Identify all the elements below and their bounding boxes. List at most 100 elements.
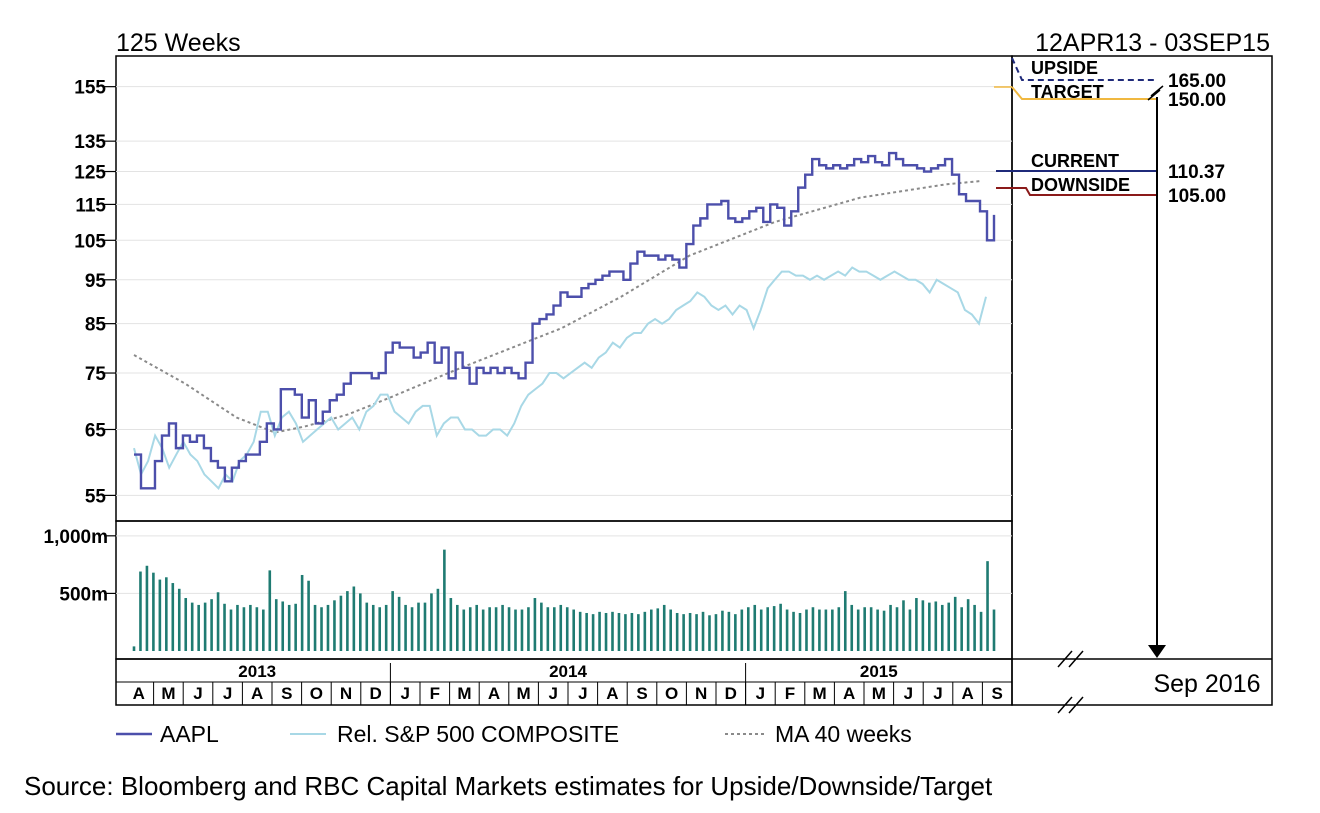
- upside-level-line: [1011, 57, 1157, 81]
- volume-tick-label: 500m: [59, 584, 108, 605]
- volume-bar: [578, 611, 582, 651]
- volume-bar: [346, 591, 349, 651]
- volume-bar: [656, 608, 660, 651]
- volume-bar: [637, 614, 640, 651]
- volume-bar: [313, 604, 317, 651]
- level-label: UPSIDE: [1031, 58, 1098, 78]
- volume-bar: [514, 609, 517, 651]
- volume-bar: [915, 598, 918, 651]
- volume-bar: [675, 612, 679, 651]
- volume-bar: [753, 604, 757, 651]
- volume-bar: [617, 612, 621, 651]
- volume-bar: [307, 580, 310, 651]
- projection-arrow-head: [1148, 645, 1166, 658]
- target-date-label: Sep 2016: [1153, 670, 1260, 698]
- volume-bar: [468, 607, 472, 651]
- volume-bar: [352, 586, 356, 651]
- volume-bar: [611, 611, 614, 651]
- volume-axis: 1,000m 500m: [44, 527, 1012, 605]
- volume-bar: [300, 574, 304, 651]
- month-label: D: [725, 684, 737, 703]
- volume-bar: [772, 606, 776, 651]
- volume-bar: [572, 609, 575, 651]
- volume-bar: [746, 607, 750, 651]
- volume-bar: [216, 592, 220, 651]
- volume-bar: [294, 603, 297, 651]
- volume-bar: [831, 609, 834, 651]
- volume-bar: [947, 602, 951, 651]
- level-value: 150.00: [1168, 90, 1226, 111]
- volume-bar: [863, 607, 866, 651]
- price-tick-label: 55: [85, 486, 107, 507]
- volume-bar: [740, 609, 744, 651]
- volume-bar: [145, 565, 149, 651]
- month-label: M: [457, 684, 471, 703]
- month-label: F: [430, 684, 440, 703]
- target-level-line: [1011, 86, 1157, 100]
- volume-bar: [410, 607, 414, 651]
- aapl-price-line: [134, 151, 996, 490]
- volume-bar: [792, 611, 795, 651]
- volume-bar: [249, 604, 252, 651]
- volume-bar: [604, 612, 608, 651]
- volume-bar: [649, 609, 653, 651]
- volume-bar: [643, 611, 647, 651]
- volume-bar: [152, 572, 155, 651]
- rel-sp500-line: [133, 266, 987, 490]
- volume-bar: [546, 607, 550, 651]
- volume-bar: [423, 602, 427, 651]
- volume-bar: [443, 549, 446, 651]
- volume-bar: [669, 609, 672, 651]
- volume-bar: [507, 607, 511, 651]
- volume-bar: [171, 583, 175, 651]
- volume-bar: [190, 602, 194, 651]
- volume-bar: [384, 604, 388, 651]
- volume-bar: [378, 607, 382, 651]
- month-label: J: [904, 684, 913, 703]
- volume-bar: [688, 612, 692, 651]
- month-label: J: [548, 684, 557, 703]
- volume-bar: [494, 607, 498, 651]
- volume-bar: [973, 604, 976, 651]
- month-label: M: [872, 684, 886, 703]
- volume-bar: [585, 612, 588, 651]
- volume-bar: [908, 609, 912, 651]
- level-value: 165.00: [1168, 71, 1226, 92]
- volume-bar: [785, 609, 789, 651]
- month-label: J: [223, 684, 232, 703]
- volume-bar: [449, 598, 453, 651]
- month-label: A: [133, 684, 145, 703]
- volume-bar: [139, 571, 142, 651]
- volume-bar: [953, 596, 957, 651]
- volume-bar: [701, 611, 705, 651]
- volume-bar: [203, 602, 207, 651]
- year-label: 2014: [549, 662, 587, 681]
- volume-bar: [320, 607, 323, 651]
- volume-bar: [184, 598, 188, 651]
- volume-bars: [132, 549, 996, 651]
- volume-bar: [759, 609, 763, 651]
- legend-label-sp500: Rel. S&P 500 COMPOSITE: [337, 721, 619, 747]
- volume-bar: [837, 607, 841, 651]
- volume-bar: [902, 600, 905, 651]
- volume-bar: [876, 609, 879, 651]
- price-tick-label: 155: [74, 78, 106, 99]
- month-label: M: [813, 684, 827, 703]
- level-value: 105.00: [1168, 186, 1226, 207]
- volume-bar: [779, 603, 782, 651]
- month-label: J: [578, 684, 587, 703]
- volume-bar: [287, 604, 291, 651]
- volume-bar: [456, 604, 459, 651]
- month-label: A: [606, 684, 618, 703]
- volume-bar: [177, 588, 181, 651]
- month-label: J: [400, 684, 409, 703]
- legend-label-aapl: AAPL: [160, 721, 219, 747]
- month-label: J: [756, 684, 765, 703]
- volume-bar: [359, 593, 362, 651]
- volume-bar: [158, 579, 162, 651]
- ma-40-weeks-line: [133, 180, 981, 434]
- month-label: M: [161, 684, 175, 703]
- volume-bar: [559, 604, 563, 651]
- volume-bar: [488, 607, 491, 651]
